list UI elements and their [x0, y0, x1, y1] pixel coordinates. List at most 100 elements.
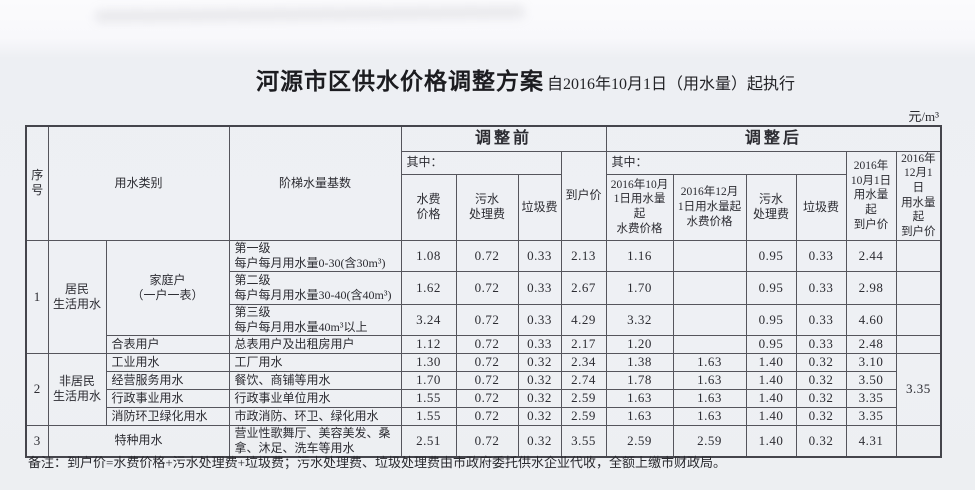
price-cell: 1.20 — [605, 334, 674, 354]
price-cell: 1.40 — [745, 406, 797, 426]
price-cell: 0.33 — [517, 270, 562, 305]
price-table: 序 号 用水类别 阶梯水量基数 调整前 调整后 其中： 到户价 其中： 2016… — [25, 125, 943, 458]
price-cell: 1.12 — [400, 334, 457, 354]
price-cell: 0.72 — [455, 352, 519, 372]
scan-smudge — [94, 5, 526, 23]
price-cell: 2.48 — [845, 334, 897, 354]
price-cell — [672, 270, 747, 305]
tier-cell: 第二级 每户每月用水量30-40(含40m³) — [228, 270, 402, 305]
price-cell: 1.55 — [400, 388, 457, 408]
title-block: 河源市区供水价格调整方案 自2016年10月1日（用水量）起执行 — [256, 62, 795, 96]
table-row: 第二级 每户每月用水量30-40(含40m³) 1.62 0.72 0.33 2… — [26, 270, 942, 305]
price-cell: 2.67 — [560, 270, 607, 305]
price-cell: 0.33 — [795, 270, 847, 305]
price-cell: 0.95 — [745, 239, 797, 272]
price-cell: 2.59 — [560, 406, 607, 426]
price-cell: 0.72 — [455, 370, 519, 390]
price-cell: 0.32 — [517, 388, 562, 408]
subcategory-cell: 消防环卫绿化用水 — [105, 406, 230, 426]
price-cell: 2.13 — [560, 239, 607, 272]
price-cell — [672, 303, 747, 336]
price-cell: 0.95 — [745, 270, 797, 305]
header-household-price: 到户价 — [560, 150, 607, 241]
price-cell: 0.33 — [517, 239, 562, 272]
page-subtitle: 自2016年10月1日（用水量）起执行 — [547, 76, 796, 93]
price-cell: 2.59 — [672, 424, 747, 458]
header-after-oct-household-price: 2016年 10月1日 用水量 起 到户价 — [845, 150, 897, 241]
price-cell: 0.72 — [455, 406, 519, 426]
category-cell: 特种用水 — [47, 424, 230, 458]
price-cell: 1.40 — [745, 388, 797, 408]
price-cell — [672, 239, 747, 272]
price-cell: 3.10 — [845, 352, 897, 372]
price-cell: 1.63 — [605, 406, 674, 426]
price-cell: 0.72 — [455, 388, 519, 408]
tier-cell: 第一级 每户每月用水量0-30(含30m³) — [228, 239, 402, 272]
header-among-after: 其中： — [605, 150, 847, 175]
price-cell: 3.35 — [845, 406, 897, 426]
header-sewage-fee: 污水 处理费 — [455, 173, 519, 241]
price-cell: 0.33 — [517, 334, 562, 354]
price-cell: 0.33 — [795, 303, 847, 336]
price-cell: 1.63 — [672, 370, 747, 390]
price-cell: 0.95 — [745, 334, 797, 354]
price-cell — [895, 270, 942, 305]
price-cell: 1.63 — [672, 388, 747, 408]
price-cell: 3.32 — [605, 303, 674, 336]
header-serial: 序 号 — [25, 125, 49, 241]
price-cell: 1.62 — [400, 270, 457, 305]
header-among-before: 其中： — [400, 150, 562, 175]
price-cell: 4.60 — [845, 303, 897, 336]
tier-cell: 总表用户及出租房用户 — [228, 334, 402, 354]
price-cell: 1.38 — [605, 352, 674, 372]
price-cell: 0.32 — [517, 352, 562, 372]
price-cell: 1.30 — [400, 352, 457, 372]
price-cell: 1.78 — [605, 370, 674, 390]
price-cell: 1.63 — [672, 406, 747, 426]
price-cell — [895, 239, 942, 272]
header-after-dec-household-price: 2016年 12月1日 用水量 起 到户价 — [895, 150, 942, 241]
price-cell: 1.08 — [400, 239, 457, 272]
table-row: 行政事业用水 行政事业单位用水 1.55 0.72 0.32 2.59 1.63… — [26, 388, 941, 408]
header-after: 调整后 — [605, 125, 942, 152]
price-cell: 0.95 — [745, 303, 797, 336]
price-cell: 1.70 — [400, 370, 457, 390]
price-cell — [895, 303, 942, 336]
price-cell: 0.32 — [517, 406, 562, 426]
header-after-sewage-fee: 污水 处理费 — [745, 173, 797, 241]
price-cell: 2.44 — [845, 239, 897, 272]
price-cell: 2.59 — [605, 424, 674, 458]
category-cell: 居民 生活用水 — [47, 239, 107, 354]
header-before: 调整前 — [400, 125, 607, 152]
subcategory-cell: 行政事业用水 — [105, 388, 230, 408]
header-tier-base: 阶梯水量基数 — [228, 125, 402, 241]
price-cell: 2.74 — [560, 370, 607, 390]
tier-cell: 行政事业单位用水 — [228, 388, 402, 408]
subcategory-cell: 工业用水 — [105, 352, 230, 372]
price-cell: 0.32 — [517, 370, 562, 390]
price-cell: 1.40 — [745, 352, 797, 372]
price-cell: 2.98 — [845, 270, 897, 305]
price-cell: 2.34 — [560, 352, 607, 372]
price-cell: 4.31 — [845, 424, 897, 458]
price-cell: 3.24 — [400, 303, 457, 336]
price-cell: 0.72 — [455, 424, 519, 458]
tier-cell: 市政消防、环卫、绿化用水 — [228, 406, 402, 426]
price-cell: 0.72 — [455, 270, 519, 305]
price-cell: 0.32 — [795, 406, 847, 426]
header-category: 用水类别 — [47, 125, 230, 241]
price-cell: 0.33 — [795, 334, 847, 354]
header-garbage-fee: 垃圾费 — [517, 173, 562, 241]
subcategory-cell: 家庭户 （一户一表） — [105, 239, 230, 336]
table-row: 经营服务用水 餐饮、商铺等用水 1.70 0.72 0.32 2.74 1.78… — [26, 370, 941, 390]
price-cell: 1.55 — [400, 406, 457, 426]
serial-cell: 1 — [25, 239, 49, 354]
header-after-oct-water-price: 2016年10月 1日用水量 起 水费价格 — [605, 173, 674, 241]
unit-label: 元/m³ — [908, 109, 939, 124]
price-cell: 1.70 — [605, 270, 674, 305]
table-row: 合表用户 总表用户及出租房用户 1.12 0.72 0.33 2.17 1.20… — [26, 334, 942, 354]
price-cell: 1.63 — [605, 388, 674, 408]
price-cell: 2.59 — [560, 388, 607, 408]
price-cell: 1.40 — [745, 370, 797, 390]
tier-cell: 第三级 每户每月用水量40m³以上 — [228, 303, 402, 336]
